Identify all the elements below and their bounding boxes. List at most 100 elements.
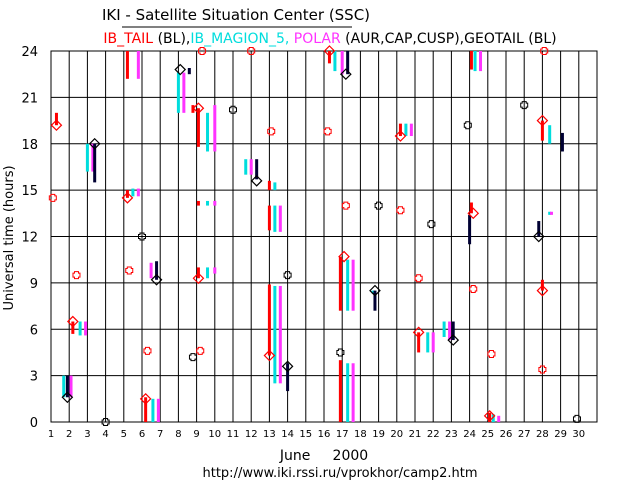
y-tick-label: 18 [21, 138, 38, 153]
diamond-marker [467, 207, 480, 220]
data-bar [71, 321, 75, 334]
x-tick-label: 5 [121, 429, 127, 440]
diamond-marker [339, 68, 352, 81]
x-tick-label: 10 [208, 429, 221, 440]
diamond-marker [121, 192, 134, 204]
x-tick-label: 26 [500, 429, 513, 440]
subtitle-segment: (BL) [524, 31, 557, 47]
data-bar [196, 200, 200, 206]
footer-url: http://www.iki.rssi.ru/vprokhor/camp2.ht… [203, 466, 478, 481]
plus-marker [283, 271, 292, 280]
plus-marker [572, 414, 581, 423]
data-bar [125, 51, 129, 79]
data-bar [267, 284, 271, 356]
y-tick-label: 12 [21, 231, 38, 246]
plus-marker [336, 348, 345, 357]
diamond-marker [536, 114, 549, 127]
plus-marker [267, 127, 276, 136]
y-tick-label: 0 [30, 416, 38, 431]
x-tick-label: 21 [409, 429, 422, 440]
data-bar [182, 72, 186, 113]
data-bar [497, 415, 501, 422]
y-tick-label: 24 [21, 45, 38, 60]
data-bar [78, 321, 82, 336]
data-bar [469, 51, 473, 70]
data-bar [196, 108, 200, 147]
diamond-marker [447, 334, 460, 346]
plus-marker [341, 201, 350, 210]
chart-title: IKI - Satellite Situation Center (SSC) [102, 6, 370, 24]
plot-area [48, 45, 598, 426]
data-bar [431, 332, 435, 353]
data-bar [176, 72, 180, 113]
data-bar [213, 200, 217, 206]
y-tick-label: 3 [30, 370, 38, 385]
plus-marker [229, 105, 237, 114]
plus-marker [125, 266, 134, 275]
x-tick-label: 7 [157, 429, 163, 440]
plus-marker [323, 127, 332, 136]
diamond-marker [66, 315, 79, 328]
diamond-marker [61, 391, 74, 404]
plus-marker [72, 271, 81, 280]
diamond-marker [369, 284, 381, 297]
y-axis-label: Universal time (hours) [2, 165, 17, 310]
plus-marker [48, 193, 57, 202]
data-bar [373, 290, 377, 311]
x-tick-label: 14 [281, 429, 294, 440]
data-bar [144, 397, 148, 422]
plus-marker [138, 232, 146, 241]
data-bar [85, 143, 89, 172]
x-tick-label: 28 [536, 429, 549, 440]
data-bar [560, 132, 564, 152]
data-bar [255, 159, 259, 180]
subtitle-segment: (AUR,CAP,CUSP), [341, 31, 464, 47]
data-bar [273, 182, 277, 191]
data-bar [537, 221, 541, 237]
data-bar [351, 363, 355, 422]
x-tick-label: 3 [84, 429, 90, 440]
y-tick-label: 21 [21, 91, 38, 106]
x-tick-label: 17 [336, 429, 349, 440]
data-bar [404, 123, 408, 137]
diamond-marker [250, 175, 263, 187]
data-bar [191, 105, 195, 113]
data-bar [451, 321, 455, 341]
data-bar [417, 332, 421, 353]
data-bar [278, 205, 282, 232]
diamond-marker [88, 137, 101, 150]
data-bar [249, 159, 253, 175]
data-bar [448, 321, 452, 341]
x-tick-label: 2 [66, 429, 72, 440]
data-bar [338, 360, 342, 422]
data-bar [491, 414, 495, 422]
data-bar [469, 202, 473, 214]
data-bar [156, 398, 160, 422]
diamond-marker [536, 284, 549, 297]
data-bar [187, 68, 191, 75]
data-bar [206, 112, 210, 152]
x-tick-label: 30 [572, 429, 585, 440]
data-bar [338, 256, 342, 311]
y-tick-label: 15 [21, 184, 38, 199]
data-bar [278, 285, 282, 384]
subtitle-segment: IB_MAGION_5, [190, 31, 289, 47]
x-tick-label: 22 [427, 429, 440, 440]
x-tick-label: 9 [193, 429, 199, 440]
plus-marker [247, 47, 256, 55]
data-bar [409, 123, 413, 137]
x-tick-label: 1 [48, 429, 54, 440]
data-bar [65, 375, 69, 398]
data-bar [91, 143, 95, 172]
series-polar [69, 51, 553, 422]
plus-marker [196, 346, 205, 355]
y-tick-label: 9 [30, 277, 38, 292]
data-bar [488, 412, 492, 422]
diamond-marker [281, 360, 294, 373]
data-bar [151, 398, 155, 422]
x-tick-label: 25 [481, 429, 494, 440]
data-bar [371, 290, 375, 294]
diamond-marker [139, 392, 152, 405]
plus-marker [487, 349, 496, 358]
